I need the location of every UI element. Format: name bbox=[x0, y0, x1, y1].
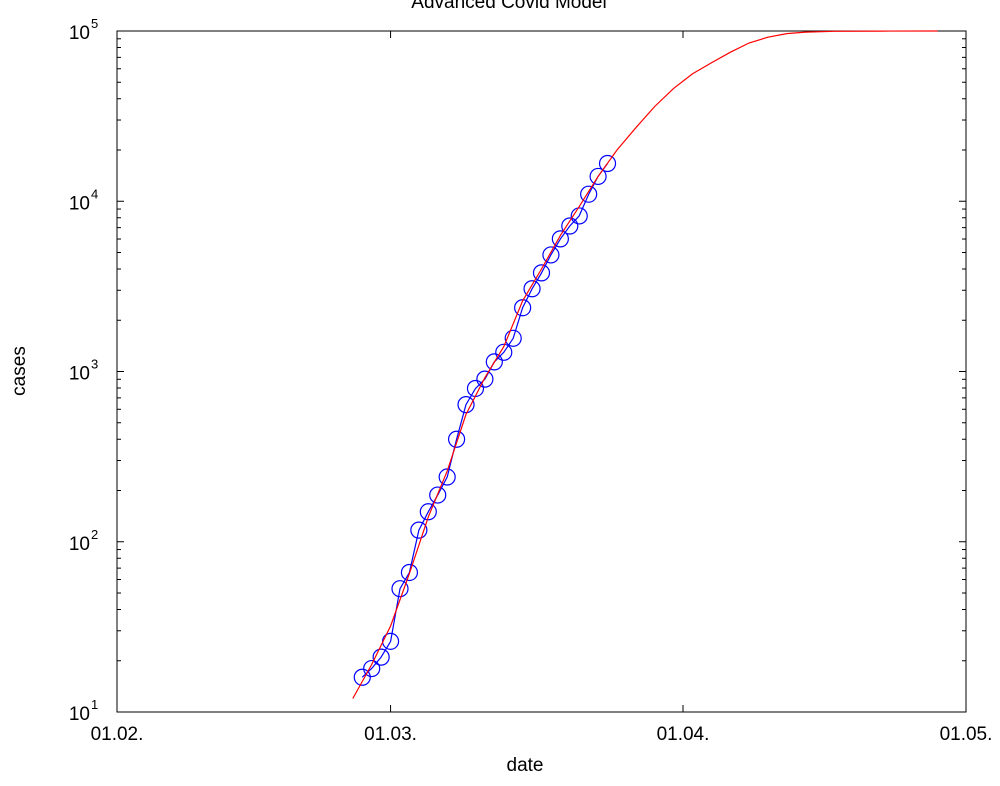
series-0-marker bbox=[353, 668, 371, 686]
series-0-marker bbox=[532, 264, 551, 282]
y-tick-base: 10 bbox=[69, 193, 90, 214]
series-0-marker bbox=[495, 343, 513, 361]
y-tick-base: 10 bbox=[69, 534, 90, 555]
axis-ticks bbox=[116, 30, 967, 713]
y-tick-exponent: 1 bbox=[91, 697, 98, 712]
series-layer bbox=[352, 30, 938, 699]
series-0-marker bbox=[419, 503, 437, 521]
y-tick-label: 10 3 bbox=[69, 357, 98, 385]
series-1-line bbox=[352, 30, 938, 699]
y-tick-base: 10 bbox=[69, 364, 90, 385]
y-tick-exponent: 5 bbox=[91, 16, 98, 31]
series-0-marker bbox=[457, 396, 475, 414]
series-0-marker bbox=[448, 430, 466, 448]
series-0-marker bbox=[523, 280, 541, 298]
y-tick-exponent: 3 bbox=[91, 357, 98, 372]
series-0-marker bbox=[476, 370, 494, 388]
y-tick-label: 10 4 bbox=[69, 186, 98, 214]
y-tick-exponent: 4 bbox=[91, 186, 98, 201]
series-0-marker bbox=[504, 329, 522, 347]
series-0-marker bbox=[589, 167, 607, 186]
y-tick-base: 10 bbox=[69, 23, 90, 44]
x-tick-label: 01.04. bbox=[657, 724, 710, 745]
series-0-marker bbox=[551, 230, 569, 248]
y-tick-base: 10 bbox=[69, 704, 90, 725]
series-0-marker bbox=[429, 486, 447, 504]
series-0-marker bbox=[372, 648, 390, 666]
y-axis-label: cases bbox=[9, 346, 30, 396]
series-0-marker bbox=[580, 185, 598, 203]
plot-area bbox=[116, 30, 967, 713]
series-0-line bbox=[361, 163, 608, 678]
y-tick-label: 10 1 bbox=[69, 697, 98, 725]
series-0-marker bbox=[561, 217, 579, 235]
x-tick-label: 01.05. bbox=[940, 724, 993, 745]
series-0-marker bbox=[485, 353, 503, 371]
x-axis-label: date bbox=[507, 755, 544, 776]
series-0-marker bbox=[391, 580, 409, 598]
series-0-marker bbox=[570, 207, 588, 225]
series-0-marker bbox=[542, 246, 560, 264]
y-tick-label: 10 5 bbox=[69, 16, 98, 44]
series-0-marker bbox=[598, 154, 617, 173]
series-0-marker bbox=[363, 659, 381, 678]
series-0-marker bbox=[438, 468, 456, 486]
chart-title: Advanced Covid Model bbox=[411, 0, 606, 13]
series-0-marker bbox=[400, 563, 419, 582]
x-tick-label: 01.02. bbox=[91, 724, 144, 745]
series-0-marker bbox=[410, 521, 428, 539]
y-tick-exponent: 2 bbox=[91, 527, 98, 542]
y-tick-label: 10 2 bbox=[69, 527, 98, 555]
x-tick-label: 01.03. bbox=[364, 724, 417, 745]
